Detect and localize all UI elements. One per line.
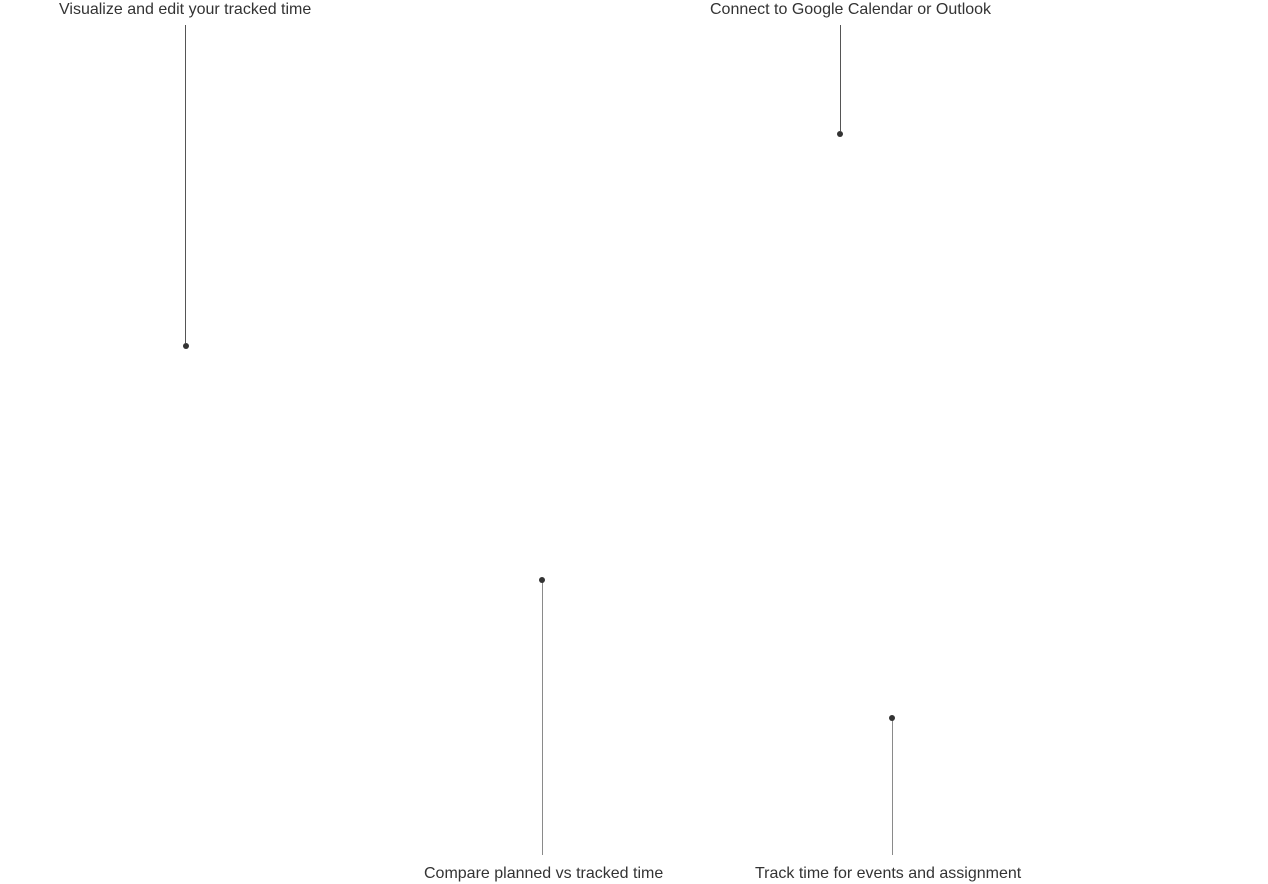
callout-leader-line: [185, 25, 186, 343]
callout-label: Connect to Google Calendar or Outlook: [710, 1, 992, 18]
callout-leader-line: [892, 720, 893, 855]
callout-label: Visualize and edit your tracked time: [59, 1, 312, 18]
callout-anchor-dot: [183, 343, 189, 349]
callout-anchor-dot: [837, 131, 843, 137]
callout-leader-line: [840, 25, 841, 131]
callout-anchor-dot: [889, 715, 895, 721]
callout-label: Track time for events and assignment: [755, 865, 1022, 882]
callout-anchor-dot: [539, 577, 545, 583]
callout-leader-line: [542, 582, 543, 855]
callout-label: Compare planned vs tracked time: [424, 865, 664, 882]
